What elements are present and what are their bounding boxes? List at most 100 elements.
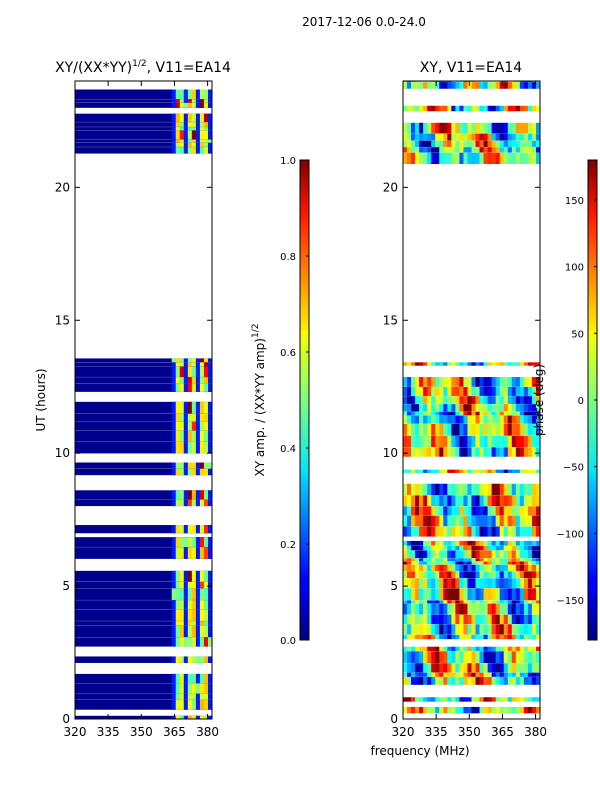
heatmap-cell xyxy=(443,147,448,153)
heatmap-cell xyxy=(503,526,509,537)
heatmap-cell xyxy=(527,483,533,496)
heatmap-cell xyxy=(403,415,408,424)
x-tick-label: 320 xyxy=(392,725,415,739)
heatmap-cell xyxy=(503,564,509,572)
heatmap-cell xyxy=(419,447,424,457)
heatmap-cell xyxy=(187,139,193,143)
heatmap-cell xyxy=(447,396,452,404)
heatmap-cell xyxy=(523,603,529,615)
heatmap-cell xyxy=(535,362,540,366)
heatmap-cell xyxy=(439,677,444,685)
heatmap-cell xyxy=(431,697,436,702)
heatmap-cell xyxy=(415,558,420,562)
heatmap-cell xyxy=(175,89,181,100)
heatmap-cell xyxy=(411,706,416,714)
heatmap-cell xyxy=(419,672,424,677)
heatmap-cell xyxy=(451,603,456,615)
heatmap-cell xyxy=(483,677,488,685)
heatmap-cell xyxy=(459,147,464,153)
heatmap-cell xyxy=(455,677,460,685)
heatmap-cell xyxy=(471,147,476,153)
heatmap-cell xyxy=(431,526,436,537)
heatmap-cell xyxy=(519,706,525,714)
heatmap-cell xyxy=(479,387,484,396)
heatmap-cell xyxy=(443,495,448,507)
heatmap-cell xyxy=(171,673,177,684)
heatmap-cell xyxy=(427,152,432,165)
heatmap-cell xyxy=(475,515,480,527)
heatmap-cell xyxy=(483,603,488,615)
heatmap-cell xyxy=(487,387,492,396)
heatmap-cell xyxy=(531,82,537,89)
heatmap-cell xyxy=(523,515,529,527)
heatmap-cell xyxy=(427,550,432,559)
heatmap-cell xyxy=(523,540,529,546)
heatmap-cell xyxy=(199,547,205,559)
heatmap-cell xyxy=(511,600,517,604)
heatmap-cell xyxy=(175,441,181,454)
heatmap-cell xyxy=(403,133,408,141)
heatmap-cell xyxy=(451,651,456,663)
heatmap-cell xyxy=(407,506,412,516)
heatmap-cell xyxy=(439,152,444,165)
heatmap-cell xyxy=(179,366,185,377)
heatmap-cell xyxy=(511,140,517,147)
heatmap-cell xyxy=(443,561,448,565)
heatmap-cell xyxy=(75,637,212,647)
heatmap-cell xyxy=(527,545,533,551)
heatmap-cell xyxy=(499,396,505,404)
heatmap-cell xyxy=(535,122,540,134)
heatmap-cell xyxy=(411,469,416,473)
heatmap-cell xyxy=(427,377,432,387)
heatmap-cell xyxy=(191,358,197,363)
heatmap-cell xyxy=(423,603,428,615)
heatmap-cell xyxy=(479,672,484,677)
heatmap-cell xyxy=(419,147,424,153)
heatmap-cell xyxy=(183,499,189,507)
heatmap-cell xyxy=(203,699,209,710)
heatmap-cell xyxy=(467,677,472,685)
heatmap-cell xyxy=(171,588,177,600)
heatmap-cell xyxy=(475,447,480,457)
heatmap-cell xyxy=(191,430,197,442)
heatmap-cell xyxy=(175,537,181,547)
heatmap-cell xyxy=(403,663,408,673)
heatmap-cell xyxy=(447,561,452,565)
heatmap-cell xyxy=(483,651,488,663)
heatmap-cell xyxy=(411,415,416,424)
heatmap-cell xyxy=(467,561,472,565)
heatmap-cell xyxy=(447,447,452,457)
heatmap-cell xyxy=(423,423,428,436)
heatmap-cell xyxy=(207,656,212,663)
heatmap-cell xyxy=(183,401,189,414)
heatmap-cell xyxy=(407,561,412,565)
heatmap-cell xyxy=(195,673,201,684)
heatmap-cell xyxy=(507,564,513,572)
heatmap-cell xyxy=(495,411,501,416)
heatmap-cell xyxy=(407,133,412,141)
heatmap-cell xyxy=(459,588,464,601)
heatmap-cell xyxy=(207,366,212,377)
heatmap-cell xyxy=(207,683,212,694)
heatmap-cell xyxy=(511,663,517,673)
heatmap-cell xyxy=(443,526,448,537)
heatmap-cell xyxy=(427,646,432,652)
heatmap-cell xyxy=(411,82,416,89)
heatmap-cell xyxy=(483,564,488,572)
heatmap-cell xyxy=(431,578,436,589)
heatmap-cell xyxy=(435,646,440,652)
heatmap-cell xyxy=(443,624,448,635)
heatmap-cell xyxy=(487,133,492,141)
heatmap-cell xyxy=(183,383,189,392)
heatmap-cell xyxy=(491,362,496,366)
heatmap-cell xyxy=(427,571,432,579)
heatmap-cell xyxy=(491,122,496,134)
heatmap-cell xyxy=(491,706,496,714)
heatmap-cell xyxy=(443,550,448,559)
heatmap-cell xyxy=(479,677,484,685)
heatmap-cell xyxy=(443,483,448,496)
heatmap-cell xyxy=(487,663,492,673)
heatmap-cell xyxy=(75,609,212,621)
heatmap-cell xyxy=(535,387,540,396)
heatmap-cell xyxy=(403,396,408,404)
